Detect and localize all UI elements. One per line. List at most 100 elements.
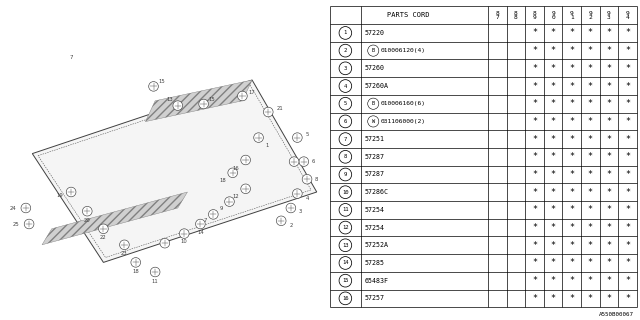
- Circle shape: [196, 219, 205, 229]
- Text: 12: 12: [342, 225, 349, 230]
- Text: 57257: 57257: [365, 295, 385, 301]
- Text: *: *: [532, 294, 537, 303]
- Text: *: *: [569, 276, 574, 285]
- Text: 19: 19: [56, 193, 63, 198]
- Text: 1: 1: [265, 143, 268, 148]
- Text: *: *: [569, 64, 574, 73]
- Text: *: *: [625, 170, 630, 179]
- Text: *: *: [569, 223, 574, 232]
- Text: *: *: [569, 28, 574, 37]
- Text: *: *: [607, 205, 611, 214]
- Text: 20: 20: [84, 218, 91, 223]
- Text: *: *: [588, 188, 593, 197]
- Circle shape: [241, 155, 250, 165]
- Text: *: *: [550, 28, 556, 37]
- Text: 7: 7: [344, 137, 347, 142]
- Text: *: *: [607, 28, 611, 37]
- Text: *: *: [625, 188, 630, 197]
- Text: 9
2: 9 2: [588, 11, 592, 20]
- Text: 13: 13: [342, 243, 349, 248]
- Text: *: *: [625, 99, 630, 108]
- Text: 24: 24: [10, 205, 16, 211]
- Text: 57285: 57285: [365, 260, 385, 266]
- Text: 18: 18: [220, 178, 227, 183]
- Circle shape: [286, 203, 296, 213]
- Text: *: *: [569, 82, 574, 91]
- Text: 13: 13: [166, 97, 173, 102]
- Text: *: *: [625, 117, 630, 126]
- Text: *: *: [532, 223, 537, 232]
- Text: 17: 17: [249, 90, 255, 95]
- Circle shape: [179, 229, 189, 238]
- Text: *: *: [607, 135, 611, 144]
- Text: 57251: 57251: [365, 136, 385, 142]
- Text: 57260: 57260: [365, 65, 385, 71]
- Text: *: *: [550, 294, 556, 303]
- Text: 21: 21: [276, 106, 283, 111]
- Text: 10: 10: [181, 239, 188, 244]
- Text: *: *: [588, 99, 593, 108]
- Circle shape: [120, 240, 129, 250]
- Text: *: *: [625, 241, 630, 250]
- Text: *: *: [625, 64, 630, 73]
- Text: *: *: [588, 259, 593, 268]
- Text: *: *: [550, 135, 556, 144]
- Text: 031106000(2): 031106000(2): [381, 119, 426, 124]
- Text: *: *: [569, 135, 574, 144]
- Text: *: *: [550, 152, 556, 161]
- Text: 57287: 57287: [365, 154, 385, 160]
- Text: 8
8: 8 8: [514, 11, 518, 20]
- Text: *: *: [607, 223, 611, 232]
- Text: 5: 5: [305, 132, 308, 137]
- Circle shape: [21, 203, 31, 213]
- Text: 010006120(4): 010006120(4): [381, 48, 426, 53]
- Text: *: *: [532, 152, 537, 161]
- Text: 8
9: 8 9: [532, 11, 536, 20]
- Circle shape: [150, 267, 160, 277]
- Text: *: *: [550, 46, 556, 55]
- Text: *: *: [607, 46, 611, 55]
- Text: A550B00067: A550B00067: [598, 312, 634, 317]
- Text: 11: 11: [342, 207, 349, 212]
- Text: *: *: [625, 205, 630, 214]
- Text: *: *: [607, 152, 611, 161]
- Text: 7: 7: [69, 55, 73, 60]
- Text: 23: 23: [121, 251, 128, 256]
- Text: *: *: [569, 259, 574, 268]
- Text: *: *: [588, 223, 593, 232]
- Text: 9
1: 9 1: [570, 11, 573, 20]
- Circle shape: [253, 133, 264, 142]
- Text: 57286C: 57286C: [365, 189, 389, 195]
- Text: *: *: [588, 28, 593, 37]
- Text: 2: 2: [344, 48, 347, 53]
- Polygon shape: [145, 80, 252, 122]
- Polygon shape: [42, 192, 188, 245]
- Text: *: *: [532, 135, 537, 144]
- Text: 8
7: 8 7: [495, 11, 499, 20]
- Text: 14: 14: [342, 260, 349, 266]
- Text: *: *: [607, 241, 611, 250]
- Text: 22: 22: [100, 235, 107, 240]
- Text: *: *: [607, 64, 611, 73]
- Text: *: *: [569, 170, 574, 179]
- Circle shape: [209, 210, 218, 219]
- Text: *: *: [569, 205, 574, 214]
- Text: *: *: [569, 99, 574, 108]
- Text: 15: 15: [209, 97, 215, 102]
- Text: 16: 16: [342, 296, 349, 301]
- Text: *: *: [550, 99, 556, 108]
- Text: *: *: [588, 135, 593, 144]
- Circle shape: [131, 258, 141, 267]
- Text: *: *: [569, 117, 574, 126]
- Text: *: *: [588, 170, 593, 179]
- Text: 18: 18: [132, 269, 139, 274]
- Text: *: *: [532, 259, 537, 268]
- Text: 010006160(6): 010006160(6): [381, 101, 426, 106]
- Text: *: *: [625, 28, 630, 37]
- Text: 57252A: 57252A: [365, 242, 389, 248]
- Text: 1: 1: [344, 30, 347, 36]
- Circle shape: [99, 224, 108, 234]
- Text: *: *: [532, 241, 537, 250]
- Text: *: *: [588, 64, 593, 73]
- Text: *: *: [625, 223, 630, 232]
